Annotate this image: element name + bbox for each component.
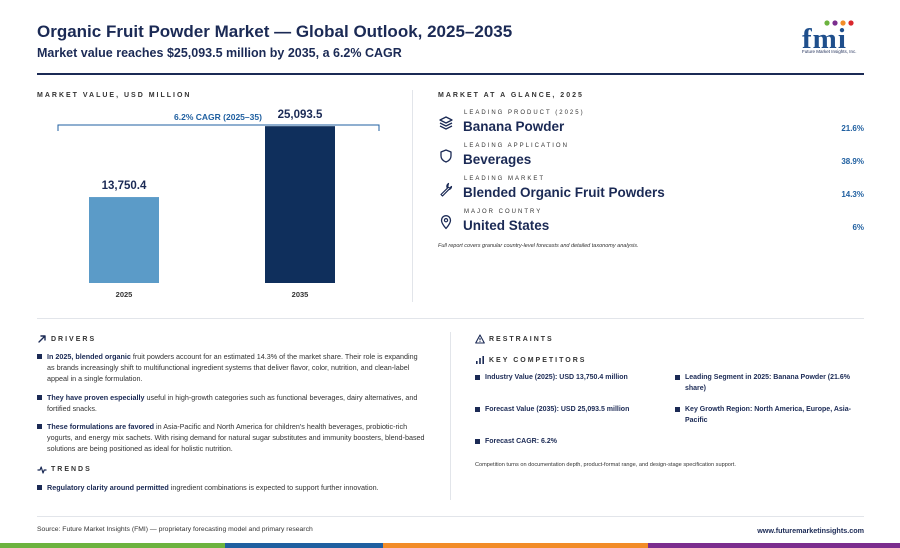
bar-value-label: 25,093.5 bbox=[278, 109, 323, 121]
glance-caption: MAJOR COUNTRY bbox=[464, 209, 543, 215]
bullet-marker bbox=[475, 439, 480, 444]
trends-label: TRENDS bbox=[51, 466, 92, 473]
cagr-annotation: 6.2% CAGR (2025–35) bbox=[174, 112, 262, 122]
glance-item-leading-application: LEADING APPLICATION Beverages 38.9% bbox=[438, 143, 864, 175]
driver-text: in Asia-Pacific and North America for ch… bbox=[47, 422, 425, 454]
market-value-chart: 6.2% CAGR (2025–35) 13,750.4 2025 25,093.5 2… bbox=[57, 109, 380, 299]
x-tick-label: 2035 bbox=[292, 290, 309, 299]
lower-divider bbox=[450, 332, 451, 500]
glance-caption: LEADING MARKET bbox=[464, 176, 546, 182]
bullet-marker bbox=[675, 375, 680, 380]
competitor-stat: Forecast Value (2035): USD 25,093.5 mill… bbox=[475, 405, 675, 416]
x-tick-label: 2025 bbox=[116, 290, 133, 299]
glance-label: MARKET AT A GLANCE, 2025 bbox=[438, 92, 584, 99]
activity-pulse-icon bbox=[37, 466, 47, 474]
restraints-label: RESTRAINTS bbox=[489, 336, 554, 343]
competitors-note: Competition turns on documentation depth… bbox=[475, 462, 736, 468]
market-value-label: MARKET VALUE, USD MILLION bbox=[37, 92, 192, 99]
driver-text: useful in high-growth categories such as… bbox=[47, 393, 418, 414]
fmi-logo: fmi bbox=[802, 20, 854, 55]
footer-rule bbox=[37, 516, 864, 517]
glance-share: 6% bbox=[852, 223, 864, 232]
competitor-stat: Forecast CAGR: 6.2% bbox=[475, 437, 675, 448]
website-link[interactable]: www.futuremarketinsights.com bbox=[757, 526, 864, 535]
cagr-bracket bbox=[57, 124, 380, 131]
page-title: Organic Fruit Powder Market — Global Out… bbox=[37, 22, 513, 41]
bar-2025 bbox=[89, 197, 159, 283]
driver-text: fruit powders account for an estimated 1… bbox=[47, 352, 418, 384]
trend-arrow-icon bbox=[38, 335, 46, 343]
bullet-marker bbox=[675, 407, 680, 412]
competitor-stat: Leading Segment in 2025: Banana Powder (… bbox=[675, 373, 865, 394]
driver-item: These formulations are favored in Asia-P… bbox=[37, 421, 427, 455]
glance-value: Banana Powder bbox=[463, 119, 565, 134]
glance-item-major-country: MAJOR COUNTRY United States 6% bbox=[438, 209, 864, 241]
drivers-label: DRIVERS bbox=[51, 336, 97, 343]
glance-item-leading-product: LEADING PRODUCT (2025) Banana Powder 21.… bbox=[438, 110, 864, 142]
glance-share: 38.9% bbox=[841, 157, 864, 166]
driver-lead: They have proven especially bbox=[47, 393, 145, 402]
bar-chart-icon bbox=[476, 356, 484, 364]
logo-subtext: Future Market Insights, Inc. bbox=[802, 49, 857, 54]
glance-caption: LEADING APPLICATION bbox=[464, 143, 569, 149]
stat-text: Industry Value (2025): USD 13,750.4 mill… bbox=[485, 374, 628, 381]
driver-lead: In 2025, blended organic bbox=[47, 352, 131, 361]
competitor-stat: Key Growth Region: North America, Europe… bbox=[675, 405, 865, 426]
header-rule bbox=[37, 73, 864, 75]
bullet-marker bbox=[37, 424, 42, 429]
trend-item: Regulatory clarity around permitted ingr… bbox=[37, 482, 427, 493]
bar-value-label: 13,750.4 bbox=[102, 180, 147, 192]
stat-text: Forecast CAGR: 6.2% bbox=[485, 438, 557, 445]
layers-icon bbox=[439, 116, 453, 130]
brand-stripe-orange bbox=[383, 543, 648, 548]
glance-value: Beverages bbox=[463, 152, 532, 167]
glance-share: 14.3% bbox=[841, 190, 864, 199]
stat-text: Key Growth Region: North America, Europe… bbox=[685, 406, 851, 424]
bullet-marker bbox=[475, 407, 480, 412]
brand-stripe-purple bbox=[648, 543, 900, 548]
trend-lead: Regulatory clarity around permitted bbox=[47, 483, 169, 492]
competitors-label: KEY COMPETITORS bbox=[489, 357, 587, 364]
page-subtitle: Market value reaches $25,093.5 million b… bbox=[37, 46, 402, 60]
glance-caption: LEADING PRODUCT (2025) bbox=[464, 110, 585, 116]
wrench-icon bbox=[440, 182, 453, 197]
glance-value: Blended Organic Fruit Powders bbox=[463, 185, 665, 200]
stat-text: Leading Segment in 2025: Banana Powder (… bbox=[685, 374, 850, 392]
brand-stripe-blue bbox=[225, 543, 383, 548]
bullet-marker bbox=[37, 485, 42, 490]
driver-lead: These formulations are favored bbox=[47, 422, 155, 431]
bullet-marker bbox=[37, 395, 42, 400]
glance-share: 21.6% bbox=[841, 124, 864, 133]
warning-icon bbox=[475, 334, 485, 344]
source-note: Source: Future Market Insights (FMI) — p… bbox=[37, 526, 313, 533]
shield-icon bbox=[440, 149, 452, 163]
glance-item-leading-market: LEADING MARKET Blended Organic Fruit Pow… bbox=[438, 176, 864, 208]
driver-item: In 2025, blended organic fruit powders a… bbox=[37, 351, 427, 385]
competitor-stat: Industry Value (2025): USD 13,750.4 mill… bbox=[475, 373, 675, 384]
bar-2035 bbox=[265, 126, 335, 284]
location-pin-icon bbox=[440, 215, 452, 230]
bullet-marker bbox=[475, 375, 480, 380]
section-divider bbox=[37, 318, 864, 319]
glance-note: Full report covers granular country-leve… bbox=[438, 243, 639, 249]
trend-text: ingredient combinations is expected to s… bbox=[168, 483, 379, 492]
glance-value: United States bbox=[463, 218, 550, 233]
bullet-marker bbox=[37, 354, 42, 359]
panel-divider bbox=[412, 90, 413, 302]
driver-item: They have proven especially useful in hi… bbox=[37, 392, 427, 414]
logo-text: fmi bbox=[802, 23, 847, 55]
stat-text: Forecast Value (2035): USD 25,093.5 mill… bbox=[485, 406, 630, 413]
brand-stripe-green bbox=[0, 543, 225, 548]
